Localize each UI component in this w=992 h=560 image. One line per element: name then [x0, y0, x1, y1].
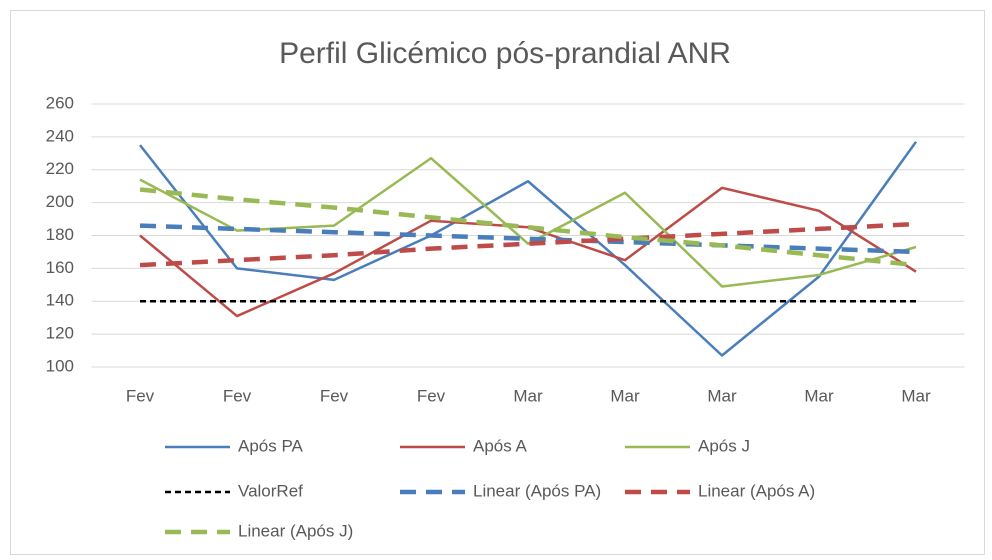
- x-tick-label: Mar: [901, 386, 931, 405]
- legend-label: Após J: [698, 436, 750, 455]
- y-tick-label: 120: [46, 324, 74, 343]
- y-tick-label: 180: [46, 225, 74, 244]
- x-tick-label: Fev: [320, 386, 349, 405]
- y-tick-label: 220: [46, 159, 74, 178]
- legend-label: Após PA: [238, 436, 304, 455]
- x-tick-label: Mar: [513, 386, 543, 405]
- y-tick-label: 160: [46, 258, 74, 277]
- y-tick-label: 240: [46, 126, 74, 145]
- legend-label: Após A: [473, 436, 528, 455]
- y-tick-label: 200: [46, 192, 74, 211]
- legend-label: ValorRef: [238, 481, 303, 500]
- y-tick-label: 140: [46, 291, 74, 310]
- x-tick-label: Mar: [707, 386, 737, 405]
- series-line: [139, 156, 917, 288]
- series-line: [139, 141, 918, 357]
- x-tick-label: Fev: [223, 386, 252, 405]
- x-tick-label: Fev: [417, 386, 446, 405]
- y-tick-label: 100: [46, 356, 74, 375]
- x-tick-label: Mar: [610, 386, 640, 405]
- chart-title: Perfil Glicémico pós-prandial ANR: [279, 37, 731, 70]
- legend-label: Linear (Após PA): [473, 481, 601, 500]
- legend-label: Linear (Após J): [238, 521, 353, 540]
- chart-frame: [10, 10, 985, 555]
- legend-label: Linear (Após A): [698, 481, 815, 500]
- x-tick-label: Fev: [126, 386, 155, 405]
- y-tick-label: 260: [46, 93, 74, 112]
- x-tick-label: Mar: [804, 386, 834, 405]
- series-line: [139, 186, 917, 318]
